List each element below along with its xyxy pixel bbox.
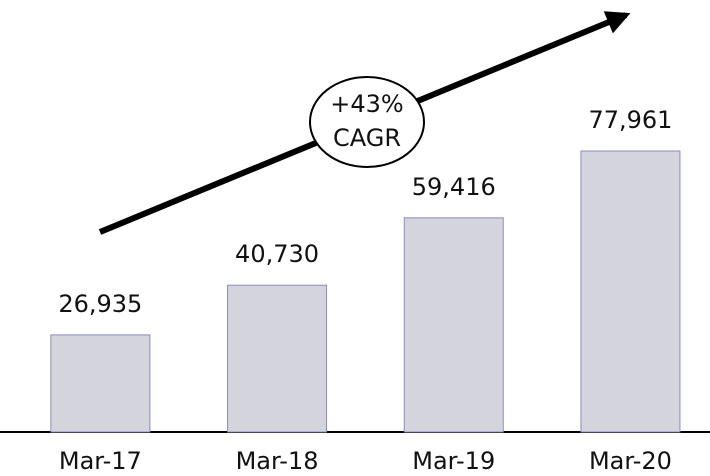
annotation: CAGR bbox=[333, 124, 401, 152]
value-label: 77,961 bbox=[588, 106, 672, 134]
cagr-bubble bbox=[309, 76, 425, 168]
value-label: 40,730 bbox=[235, 240, 319, 268]
x-tick-label: Mar-18 bbox=[236, 447, 319, 475]
value-label: 59,416 bbox=[412, 173, 496, 201]
x-tick-label: Mar-19 bbox=[412, 447, 495, 475]
annotation: +43% bbox=[330, 90, 403, 118]
bar bbox=[227, 284, 328, 433]
value-label: 26,935 bbox=[58, 290, 142, 318]
bar bbox=[50, 334, 151, 433]
bar bbox=[403, 217, 504, 433]
x-tick-label: Mar-20 bbox=[589, 447, 672, 475]
bar bbox=[580, 150, 681, 433]
x-tick-label: Mar-17 bbox=[59, 447, 142, 475]
